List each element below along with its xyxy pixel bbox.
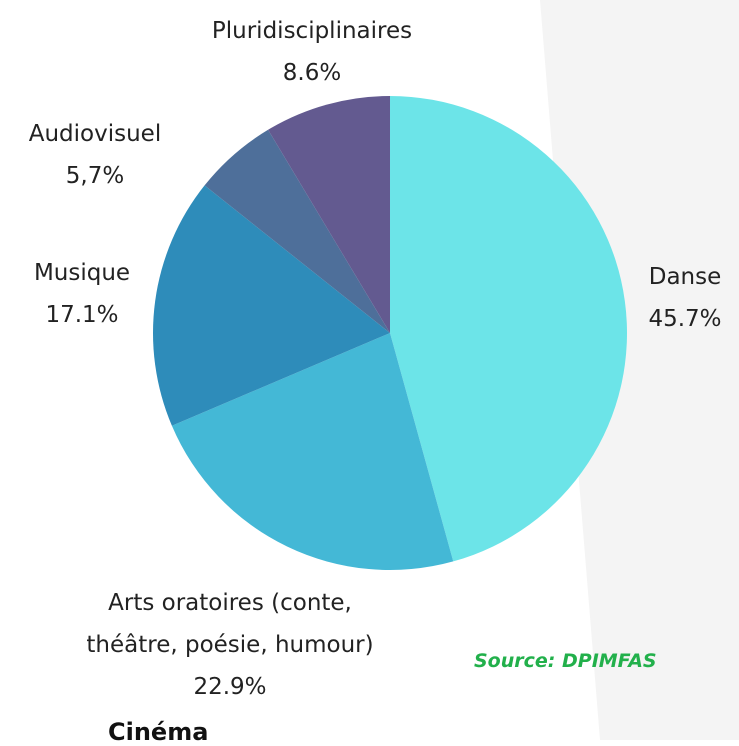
pie-slice [390, 96, 627, 562]
footer-fragment: Cinéma [108, 718, 209, 746]
source: Source: DPIMFAS [474, 650, 657, 672]
value-label: 45.7% [648, 306, 722, 332]
value-label: 8.6% [282, 60, 342, 86]
category-name: Pluridisciplinaires [211, 18, 413, 44]
value-label: 5,7% [65, 163, 125, 189]
pie-slice [268, 96, 390, 333]
pie-slice [204, 129, 390, 333]
slice-label: Pluridisciplinaires 8.6% [172, 10, 452, 94]
value-label: 17.1% [45, 302, 119, 328]
slice-label: Musique 17.1% [2, 252, 162, 336]
background-shape [540, 0, 739, 740]
category-name: Musique [33, 260, 131, 286]
category-name: Audiovisuel [28, 121, 162, 147]
slice-label: Audiovisuel 5,7% [0, 113, 195, 197]
category-name: Danse [648, 264, 722, 290]
category-name: Arts oratoires (conte, théâtre, poésie, … [86, 590, 374, 658]
pie-slice [171, 333, 454, 571]
slice-label: Danse 45.7% [610, 256, 739, 340]
slice-label: Arts oratoires (conte, théâtre, poésie, … [65, 582, 395, 708]
pie-slice [152, 185, 390, 426]
value-label: 22.9% [193, 674, 267, 700]
